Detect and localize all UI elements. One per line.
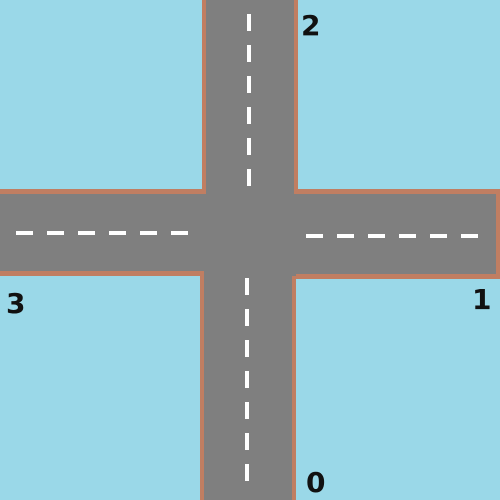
arm-label-east: 1 bbox=[472, 283, 492, 316]
arm-label-west: 3 bbox=[6, 287, 26, 320]
arm-label-south: 0 bbox=[306, 466, 326, 499]
road-center bbox=[204, 194, 296, 276]
arm-label-north: 2 bbox=[301, 9, 321, 42]
lane-markings bbox=[16, 14, 486, 492]
